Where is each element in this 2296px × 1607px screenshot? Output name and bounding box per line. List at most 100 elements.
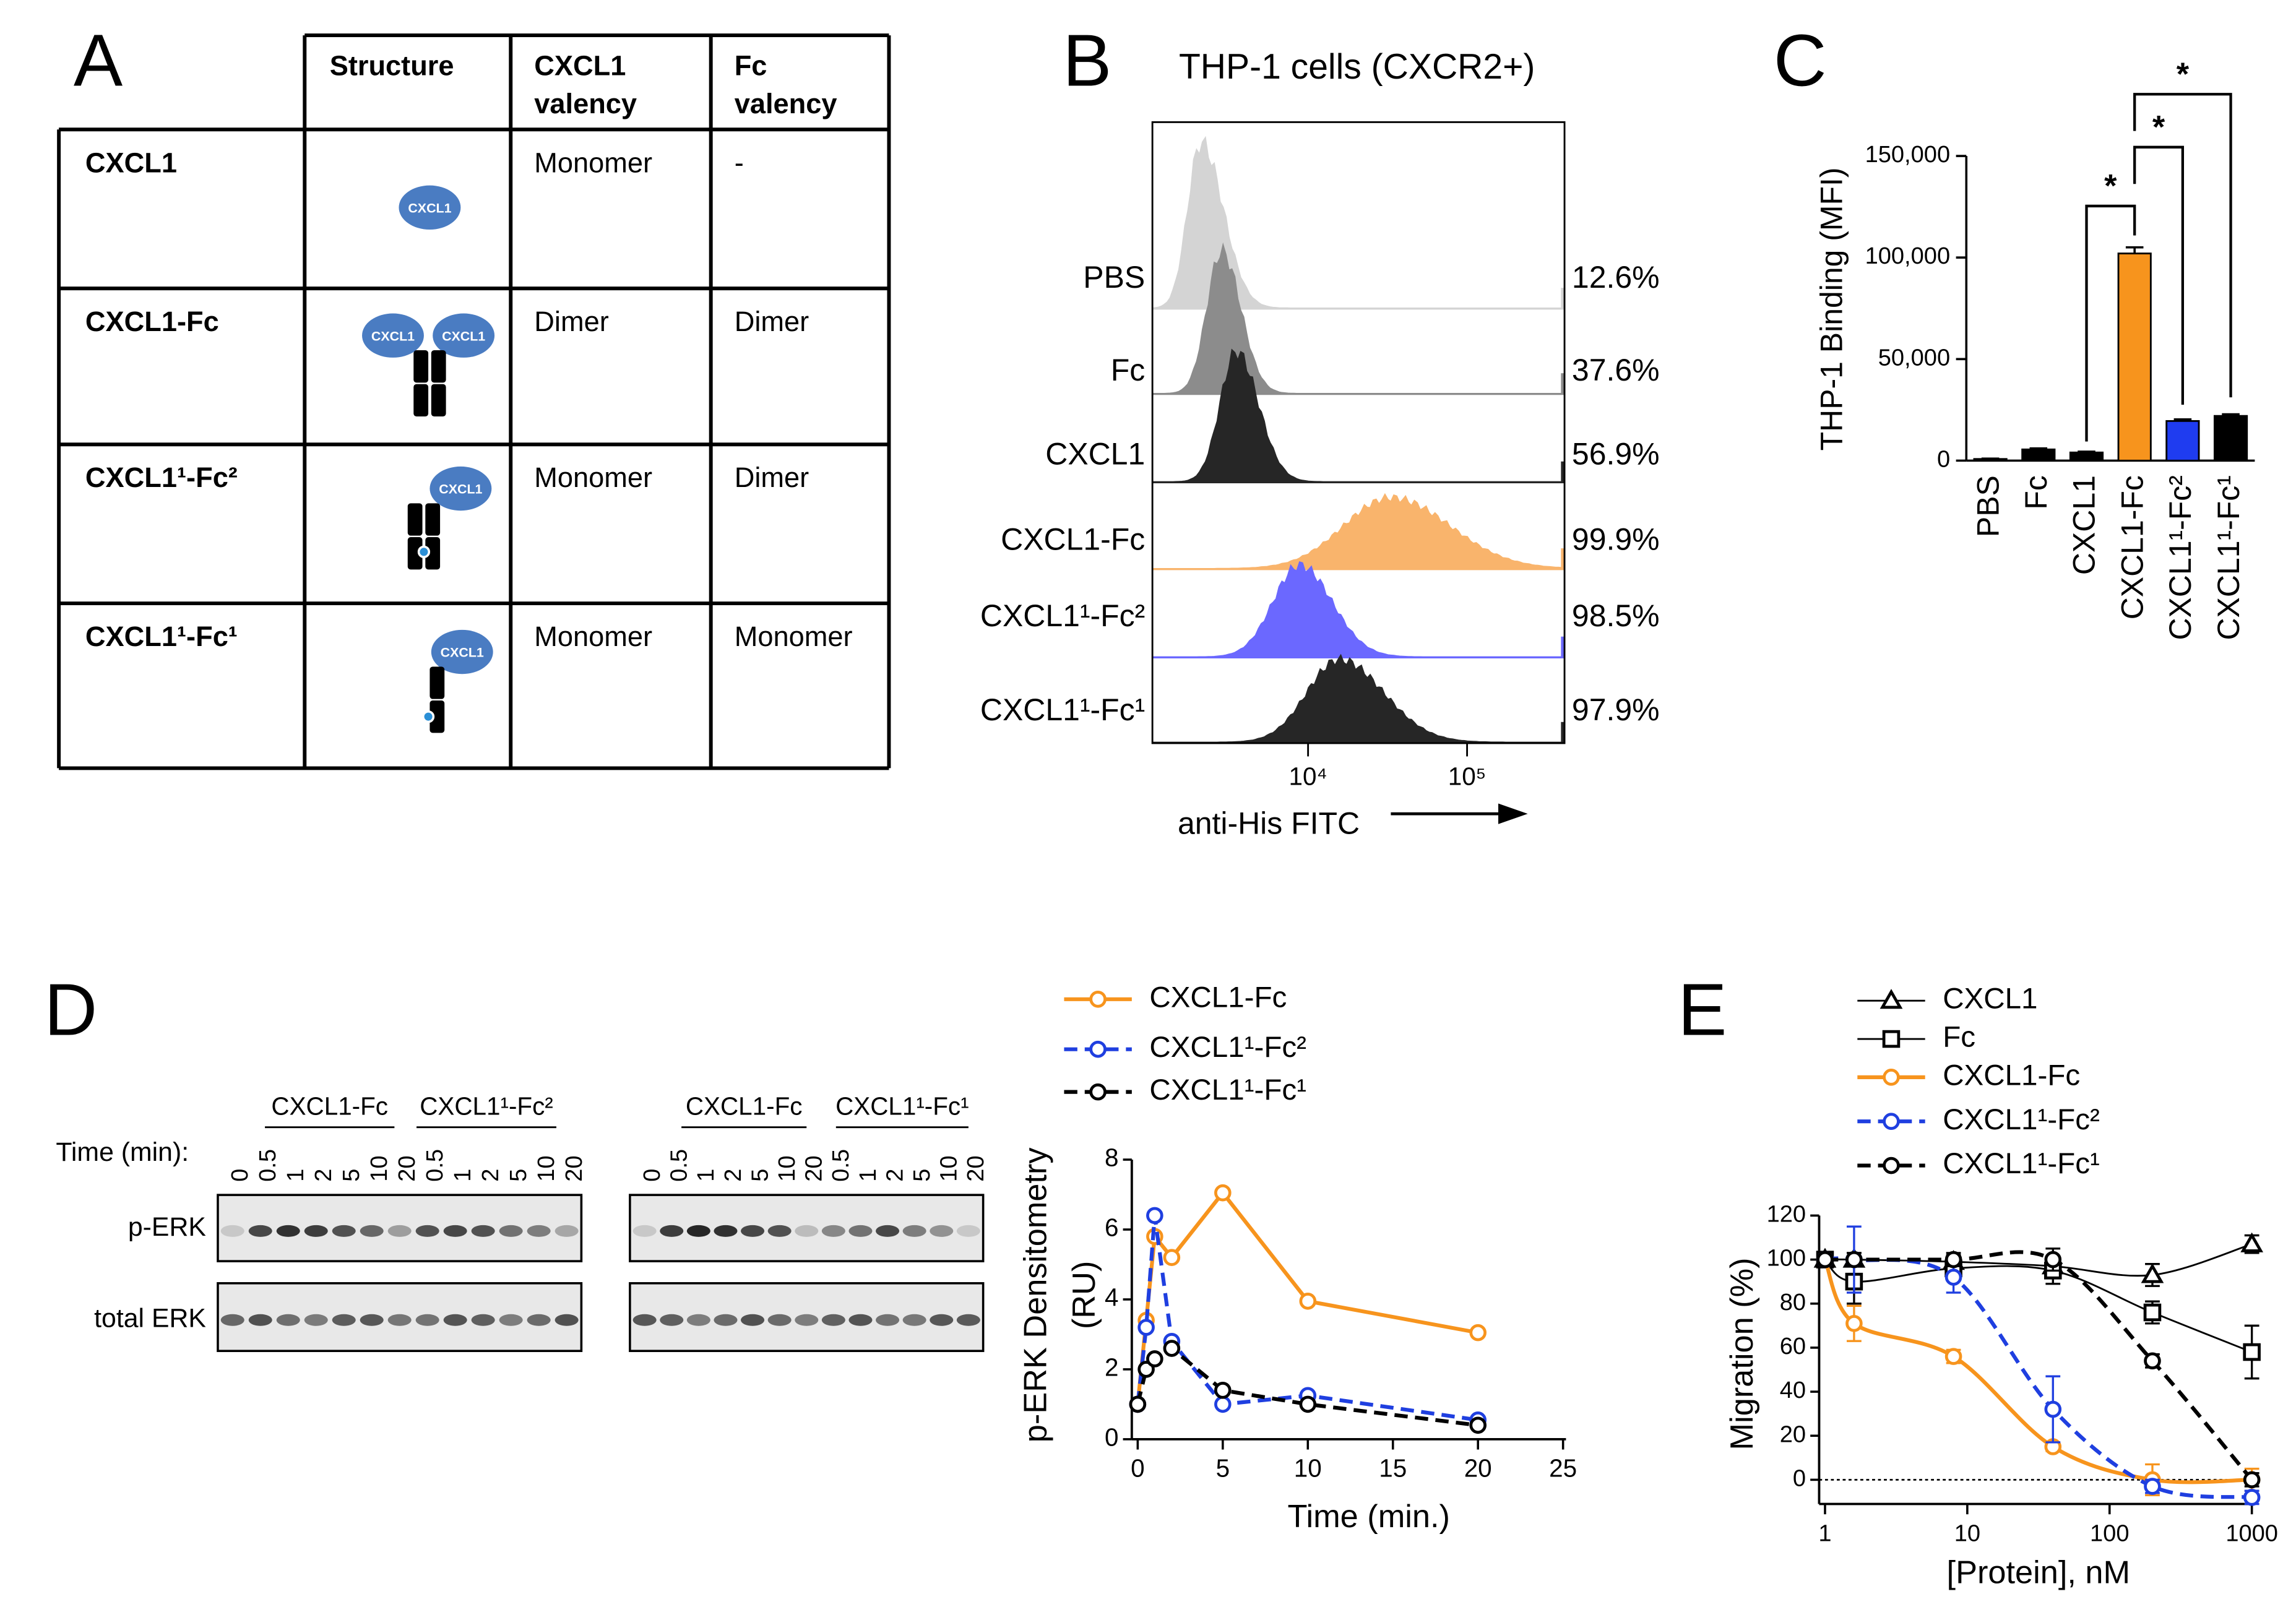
fc-icon <box>431 350 446 383</box>
x-tick-label: CXCL1 <box>2067 475 2102 575</box>
lane-label: 0 <box>639 1169 665 1182</box>
marker <box>2044 1400 2062 1418</box>
group-label: CXCL1-Fc <box>686 1092 803 1120</box>
x-tick-label: 25 <box>1549 1454 1577 1482</box>
y-tick-label: 2 <box>1105 1353 1118 1382</box>
marker <box>1882 1030 1901 1048</box>
marker <box>1299 1292 1317 1310</box>
blot-band <box>527 1225 551 1237</box>
blot-band <box>741 1314 765 1326</box>
y-tick-label: 150,000 <box>1865 142 1951 168</box>
lane-label: 10 <box>936 1155 962 1181</box>
blot-band <box>902 1225 926 1237</box>
lane-label: 2 <box>478 1169 504 1182</box>
legend-label: CXCL1-Fc <box>1149 981 1287 1014</box>
x-tick-label: 15 <box>1379 1454 1407 1482</box>
blot-band <box>415 1314 439 1326</box>
y-tick-label: 80 <box>1780 1290 1806 1316</box>
lane-label: 1 <box>693 1169 719 1182</box>
blot-band <box>876 1314 900 1326</box>
group-label: CXCL1¹-Fc² <box>420 1092 553 1120</box>
marker <box>1089 1083 1107 1101</box>
histogram <box>1152 653 1565 744</box>
table-cell: Dimer <box>735 306 809 337</box>
fc-icon <box>407 537 423 570</box>
row-name: CXCL1¹-Fc¹ <box>85 621 238 652</box>
percent-label: 56.9% <box>1572 436 1660 471</box>
blot-band <box>686 1314 710 1326</box>
legend-label: CXCL1 <box>1943 983 2037 1015</box>
sample-label: CXCL1-Fc <box>1001 522 1145 556</box>
blot-band <box>387 1225 412 1237</box>
y-tick-label: 50,000 <box>1878 345 1950 371</box>
y-tick-label: 6 <box>1105 1213 1118 1242</box>
table-header: CXCL1 <box>534 50 626 81</box>
panel-label: A <box>74 19 123 101</box>
blot-band <box>686 1225 710 1237</box>
marker <box>1129 1395 1147 1413</box>
sample-label: PBS <box>1083 260 1145 295</box>
blot-band <box>527 1314 551 1326</box>
blot-band <box>220 1225 244 1237</box>
blot-band <box>660 1314 684 1326</box>
y-tick-label: 100,000 <box>1865 243 1951 269</box>
blot-band <box>714 1314 738 1326</box>
y-tick-label: 20 <box>1780 1421 1806 1447</box>
error-bar <box>2222 413 2240 416</box>
x-tick-label: 10 <box>1954 1521 1980 1547</box>
y-tick-label: 4 <box>1105 1283 1118 1312</box>
lane-label: 1 <box>855 1169 881 1182</box>
marker <box>2243 1489 2261 1506</box>
lane-label: 5 <box>339 1169 365 1182</box>
panel-label: E <box>1678 968 1727 1051</box>
linker-icon <box>421 710 435 723</box>
blot-band <box>821 1314 845 1326</box>
blot-band <box>443 1225 467 1237</box>
y-axis-label: THP-1 Binding (MFI) <box>1814 167 1849 450</box>
blot-band <box>741 1225 765 1237</box>
percent-label: 12.6% <box>1572 260 1660 295</box>
arrow-head <box>1498 803 1528 824</box>
percent-label: 99.9% <box>1572 522 1660 556</box>
histogram <box>1152 348 1565 484</box>
marker <box>2044 1251 2062 1269</box>
blot-band <box>276 1225 300 1237</box>
fc-icon <box>429 700 445 733</box>
fc-icon <box>407 503 423 536</box>
marker <box>2240 1232 2264 1252</box>
marker <box>1944 1251 1962 1269</box>
marker <box>1845 1251 1863 1269</box>
lane-label: 5 <box>506 1169 532 1182</box>
marker <box>1089 991 1107 1008</box>
lane-label: 2 <box>720 1169 746 1182</box>
marker <box>1299 1395 1317 1413</box>
table-header: valency <box>534 88 637 119</box>
lane-label: 1 <box>450 1169 476 1182</box>
x-tick-label: Fc <box>2019 475 2053 509</box>
marker <box>1845 1314 1863 1332</box>
histogram <box>1152 242 1565 395</box>
series-line <box>1824 1250 2254 1481</box>
bar <box>2165 420 2200 462</box>
lane-label: 0 <box>227 1169 253 1182</box>
error-bar <box>2125 246 2144 254</box>
x-tick-label: 100 <box>2090 1521 2129 1547</box>
marker <box>2243 1343 2261 1361</box>
blot-band <box>471 1314 495 1326</box>
lane-label: 5 <box>909 1169 935 1182</box>
percent-label: 37.6% <box>1572 353 1660 387</box>
plot-frame <box>1151 121 1566 744</box>
marker <box>1469 1416 1487 1434</box>
chemokine-icon <box>433 313 495 358</box>
fc-icon <box>425 503 441 536</box>
y-tick-label: 40 <box>1780 1377 1806 1403</box>
row-name: CXCL1 <box>85 147 177 178</box>
fc-icon <box>429 666 445 699</box>
bar <box>2213 415 2248 462</box>
lane-label: 0.5 <box>422 1149 448 1182</box>
histogram <box>1152 136 1565 310</box>
blot-band <box>304 1225 328 1237</box>
panel-label: B <box>1063 19 1111 101</box>
error-bar <box>2173 418 2192 421</box>
table-cell: Dimer <box>735 462 809 493</box>
